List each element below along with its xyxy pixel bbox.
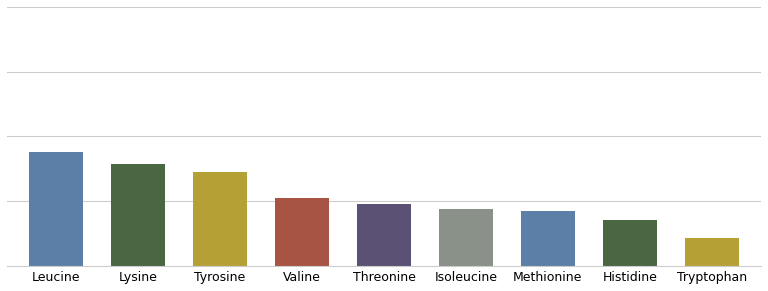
Bar bbox=[111, 164, 164, 265]
Bar bbox=[521, 211, 574, 265]
Bar bbox=[604, 220, 657, 265]
Bar bbox=[685, 238, 739, 265]
Bar bbox=[439, 209, 492, 265]
Bar bbox=[357, 204, 411, 265]
Bar bbox=[194, 172, 247, 265]
Bar bbox=[276, 198, 329, 265]
Bar bbox=[29, 152, 83, 265]
